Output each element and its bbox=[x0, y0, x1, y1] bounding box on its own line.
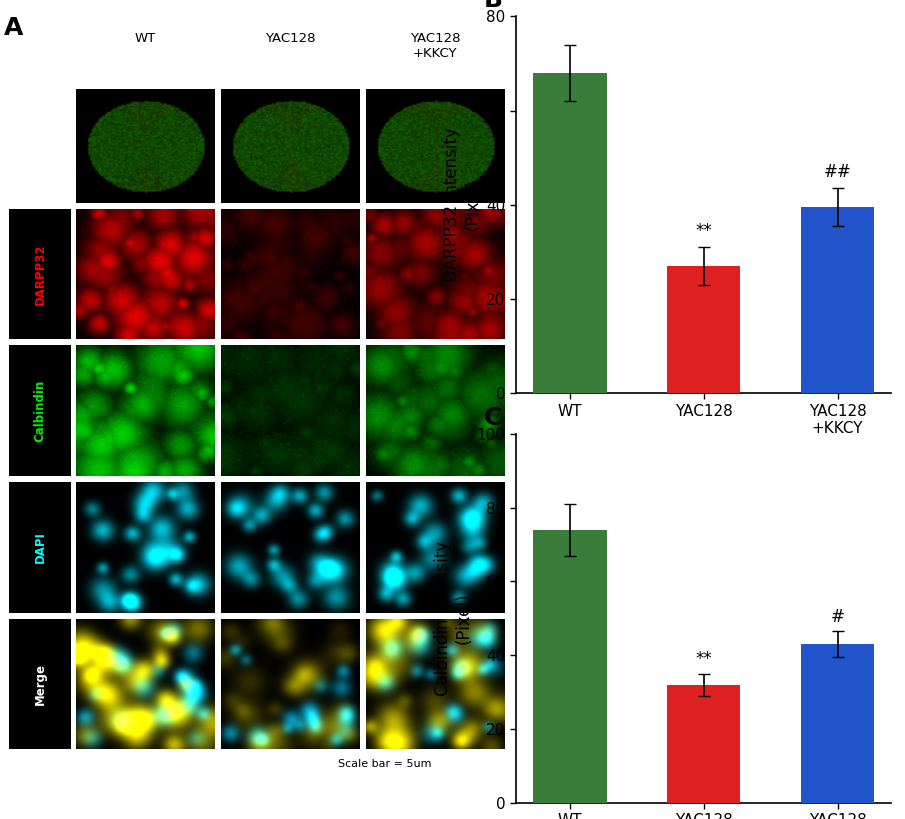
Bar bbox=[667, 266, 740, 393]
Bar bbox=[9, 209, 71, 339]
Text: **: ** bbox=[695, 650, 712, 668]
Text: Merge: Merge bbox=[33, 663, 47, 705]
Text: YAC128: YAC128 bbox=[265, 32, 316, 45]
Bar bbox=[801, 207, 874, 393]
Text: YAC128
+KKCY: YAC128 +KKCY bbox=[410, 32, 461, 60]
Bar bbox=[801, 644, 874, 803]
Text: **: ** bbox=[695, 222, 712, 240]
Text: DARPP32: DARPP32 bbox=[33, 243, 47, 305]
Text: ##: ## bbox=[824, 163, 852, 181]
Text: DAPI: DAPI bbox=[33, 532, 47, 563]
Text: B: B bbox=[484, 0, 503, 12]
Bar bbox=[667, 685, 740, 803]
Text: Calbindin: Calbindin bbox=[33, 379, 47, 441]
Y-axis label: DARPP32 Intensity
(Pixel): DARPP32 Intensity (Pixel) bbox=[443, 128, 481, 282]
Text: A: A bbox=[4, 16, 24, 40]
Y-axis label: Calbindin Intensity
(Pixel): Calbindin Intensity (Pixel) bbox=[433, 541, 472, 696]
Bar bbox=[533, 73, 606, 393]
Text: WT: WT bbox=[135, 32, 157, 45]
Bar bbox=[9, 482, 71, 613]
Bar bbox=[9, 618, 71, 749]
Text: #: # bbox=[831, 608, 844, 626]
Bar bbox=[533, 530, 606, 803]
Bar bbox=[9, 346, 71, 476]
Text: C: C bbox=[484, 406, 502, 430]
Text: Scale bar = 5um: Scale bar = 5um bbox=[338, 759, 431, 770]
